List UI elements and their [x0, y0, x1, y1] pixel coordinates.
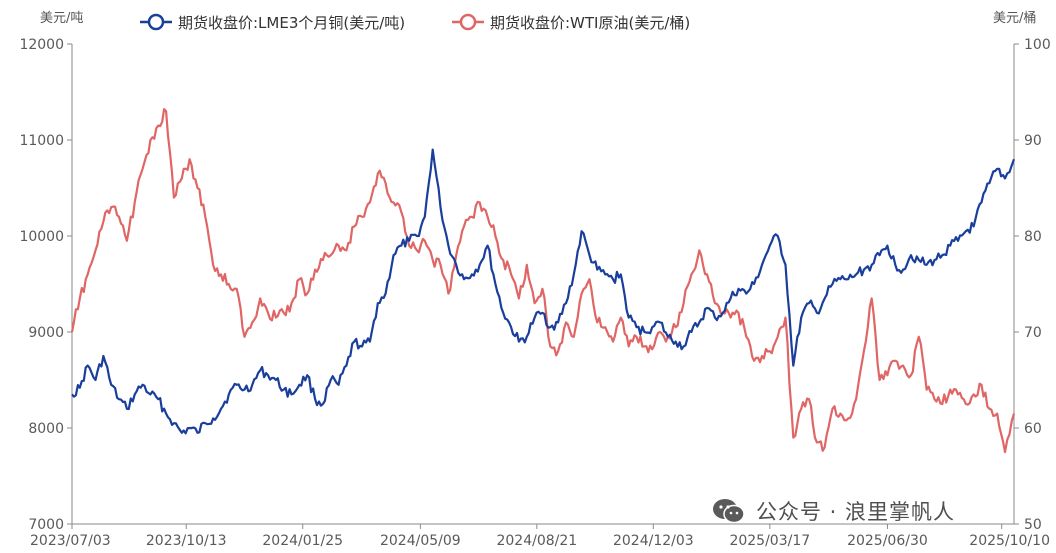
legend-item-wti[interactable]: 期货收盘价:WTI原油(美元/桶) [452, 13, 690, 32]
y-right-tick-label: 100 [1024, 37, 1051, 53]
y-right-ticks: 50 60 70 80 90 100 [1014, 37, 1051, 533]
y-left-tick-label: 9000 [28, 325, 64, 341]
plot-area [70, 108, 1016, 454]
y-right-tick-label: 70 [1024, 325, 1042, 341]
watermark-text: 公众号 · 浪里掌帆人 [756, 500, 956, 524]
watermark: 公众号 · 浪里掌帆人 [712, 496, 955, 526]
y-left-tick-label: 11000 [19, 133, 64, 149]
x-tick-label: 2024/12/03 [613, 533, 694, 549]
y-right-tick-label: 60 [1024, 421, 1042, 437]
y-left-tick-label: 8000 [28, 421, 64, 437]
x-tick-label: 2024/08/21 [496, 533, 577, 549]
x-tick-label: 2025/03/17 [729, 533, 810, 549]
wechat-icon [713, 499, 745, 524]
legend: 期货收盘价:LME3个月铜(美元/吨) 期货收盘价:WTI原油(美元/桶) [140, 13, 690, 32]
x-tick-label: 2024/05/09 [380, 533, 461, 549]
x-tick-label: 2023/10/13 [146, 533, 227, 549]
x-tick-label: 2025/06/30 [847, 533, 928, 549]
series-line-copper [71, 148, 1016, 435]
legend-marker-wti [459, 13, 477, 31]
legend-marker-copper [147, 13, 165, 31]
y-left-tick-label: 12000 [19, 37, 64, 53]
y-right-tick-label: 90 [1024, 133, 1042, 149]
legend-item-copper[interactable]: 期货收盘价:LME3个月铜(美元/吨) [140, 13, 405, 32]
y-left-ticks: 7000 8000 9000 10000 11000 12000 [19, 37, 72, 533]
y-left-tick-label: 7000 [28, 517, 64, 533]
series-line-wti [70, 108, 1016, 454]
y-left-tick-label: 10000 [19, 229, 64, 245]
x-tick-label: 2023/07/03 [30, 533, 111, 549]
y-right-tick-label: 80 [1024, 229, 1042, 245]
y-left-unit: 美元/吨 [40, 11, 83, 26]
y-right-tick-label: 50 [1024, 517, 1042, 533]
legend-label-copper: 期货收盘价:LME3个月铜(美元/吨) [178, 14, 405, 32]
x-ticks: 2023/07/03 2023/10/13 2024/01/25 2024/05/09… [30, 524, 1050, 549]
y-right-unit: 美元/桶 [993, 11, 1036, 26]
legend-label-wti: 期货收盘价:WTI原油(美元/桶) [490, 14, 690, 32]
x-tick-label: 2025/10/10 [969, 533, 1050, 549]
x-tick-label: 2024/01/25 [262, 533, 343, 549]
